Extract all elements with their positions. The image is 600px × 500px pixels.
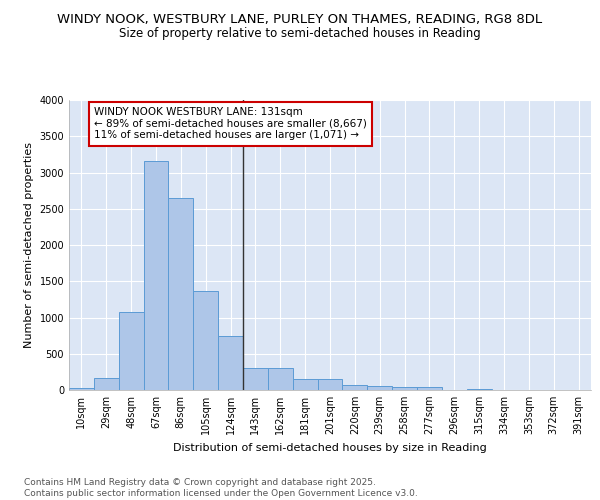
X-axis label: Distribution of semi-detached houses by size in Reading: Distribution of semi-detached houses by … [173, 442, 487, 452]
Bar [343, 384, 367, 390]
Bar [218, 336, 243, 390]
Bar [193, 292, 218, 390]
Bar [119, 312, 143, 390]
Bar [392, 386, 417, 390]
Bar [243, 368, 268, 390]
Bar [317, 379, 343, 390]
Bar [367, 386, 392, 390]
Text: Size of property relative to semi-detached houses in Reading: Size of property relative to semi-detach… [119, 28, 481, 40]
Text: WINDY NOOK, WESTBURY LANE, PURLEY ON THAMES, READING, RG8 8DL: WINDY NOOK, WESTBURY LANE, PURLEY ON THA… [58, 12, 542, 26]
Text: Contains HM Land Registry data © Crown copyright and database right 2025.
Contai: Contains HM Land Registry data © Crown c… [24, 478, 418, 498]
Bar [143, 161, 169, 390]
Text: WINDY NOOK WESTBURY LANE: 131sqm
← 89% of semi-detached houses are smaller (8,66: WINDY NOOK WESTBURY LANE: 131sqm ← 89% o… [94, 108, 367, 140]
Bar [169, 198, 193, 390]
Bar [417, 386, 442, 390]
Bar [94, 378, 119, 390]
Bar [268, 368, 293, 390]
Y-axis label: Number of semi-detached properties: Number of semi-detached properties [24, 142, 34, 348]
Bar [293, 379, 317, 390]
Bar [69, 388, 94, 390]
